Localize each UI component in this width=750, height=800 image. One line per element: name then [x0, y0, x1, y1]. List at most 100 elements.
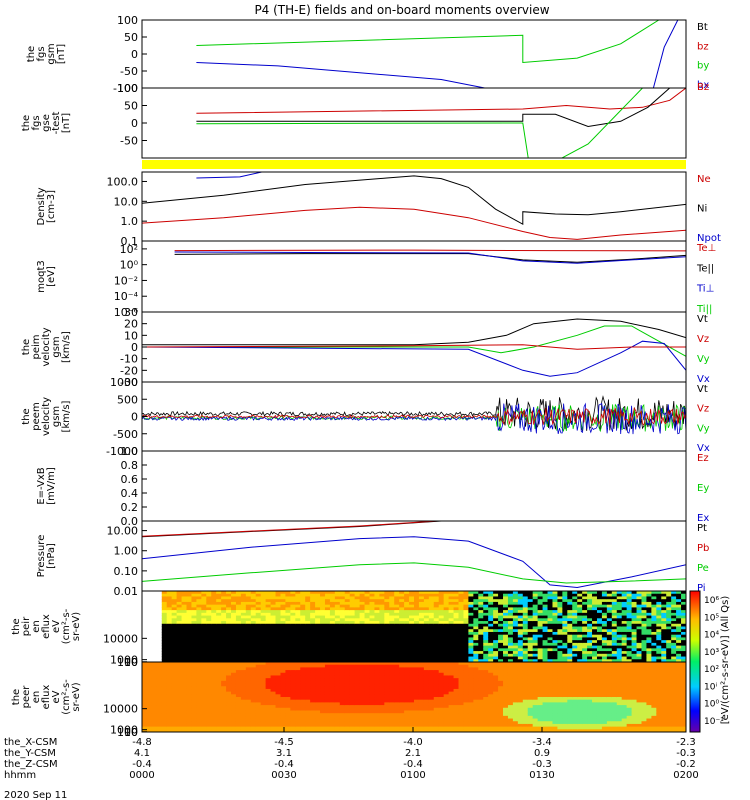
- y-axis-label: moqt3 [eV]: [36, 260, 57, 293]
- spectrogram-cell: [428, 601, 435, 606]
- spectrogram-cell: [404, 615, 410, 619]
- y-tick-label: -1000: [106, 445, 138, 458]
- spectrogram-cell: [206, 691, 212, 695]
- spectrogram-cell: [488, 670, 494, 674]
- spectrogram-cell: [404, 604, 410, 608]
- spectrogram-cell: [166, 626, 173, 630]
- spectrogram-cell: [409, 612, 415, 617]
- spectrogram-cell: [493, 640, 499, 644]
- spectrogram-cell: [423, 670, 430, 674]
- y-tick-label: 0.10: [114, 565, 139, 578]
- spectrogram-cell: [300, 637, 306, 641]
- spectrogram-cell: [468, 683, 474, 687]
- spectrogram-cell: [512, 618, 519, 622]
- spectrogram-cell: [592, 642, 598, 647]
- spectrogram-cell: [315, 680, 321, 685]
- spectrogram-cell: [369, 593, 375, 597]
- series-line-blue: [142, 536, 686, 589]
- spectrogram-cell: [379, 686, 385, 690]
- spectrogram-cell: [656, 640, 662, 644]
- spectrogram-cell: [488, 697, 494, 701]
- spectrogram-cell: [339, 593, 346, 597]
- spectrogram-cell: [527, 604, 534, 608]
- spectrogram-cell: [676, 645, 682, 649]
- spectrogram-cell: [374, 718, 380, 722]
- spectrogram-cell: [146, 656, 153, 660]
- spectrogram-cell: [409, 702, 415, 706]
- spectrogram-cell: [389, 653, 395, 658]
- spectrogram-cell: [344, 599, 351, 603]
- spectrogram-cell: [458, 710, 464, 714]
- spectrogram-cell: [463, 634, 469, 638]
- spectrogram-cell: [235, 672, 242, 676]
- spectrogram-cell: [339, 672, 346, 676]
- spectrogram-cell: [676, 621, 682, 625]
- spectrogram-cell: [349, 726, 356, 730]
- spectrogram-cell: [374, 640, 380, 644]
- spectrogram-cell: [359, 607, 366, 611]
- spectrogram-cell: [201, 599, 207, 603]
- spectrogram-cell: [389, 664, 395, 668]
- spectrogram-cell: [681, 659, 686, 662]
- spectrogram-cell: [468, 713, 474, 717]
- spectrogram-cell: [423, 710, 430, 714]
- spectrogram-cell: [339, 678, 346, 682]
- spectrogram-cell: [329, 688, 336, 693]
- spectrogram-cell: [443, 607, 450, 611]
- spectrogram-cell: [221, 610, 227, 614]
- spectrogram-cell: [503, 634, 509, 638]
- spectrogram-cell: [290, 686, 296, 690]
- spectrogram-cell: [280, 721, 286, 725]
- spectrogram-cell: [681, 615, 686, 619]
- spectrogram-cell: [428, 710, 435, 714]
- spectrogram-cell: [453, 648, 460, 652]
- spectrogram-cell: [646, 615, 652, 619]
- spectrogram-cell: [255, 656, 262, 660]
- spectrogram-cell: [389, 707, 395, 711]
- spectrogram-cell: [384, 596, 390, 600]
- spectrogram-cell: [616, 659, 623, 662]
- spectrogram-cell: [399, 642, 405, 647]
- spectrogram-cell: [507, 648, 514, 652]
- spectrogram-cell: [488, 710, 494, 714]
- spectrogram-cell: [409, 607, 415, 611]
- y-tick-label: -50: [120, 135, 138, 148]
- spectrogram-cell: [315, 664, 321, 668]
- spectrogram-cell: [364, 699, 370, 703]
- spectrogram-cell: [191, 599, 197, 603]
- spectrogram-cell: [433, 691, 440, 695]
- spectrogram-cell: [171, 702, 178, 706]
- spectrogram-cell: [171, 621, 178, 625]
- spectrogram-cell: [374, 675, 380, 679]
- spectrogram-cell: [329, 618, 336, 622]
- spectrogram-cell: [334, 596, 341, 600]
- spectrogram-cell: [438, 675, 445, 679]
- spectrogram-cell: [255, 699, 262, 703]
- spectrogram-cell: [478, 680, 484, 685]
- spectrogram-cell: [418, 651, 425, 655]
- spectrogram-cell: [478, 651, 484, 655]
- spectrogram-cell: [493, 656, 499, 660]
- spectrogram-cell: [448, 634, 455, 638]
- spectrogram-cell: [621, 631, 628, 636]
- spectrogram-cell: [255, 642, 262, 647]
- spectrogram-cell: [216, 688, 222, 693]
- spectrogram-cell: [582, 640, 588, 644]
- panel-frame: [141, 520, 687, 592]
- spectrogram-cell: [211, 697, 217, 701]
- spectrogram-cell: [473, 702, 479, 706]
- spectrogram-cell: [384, 621, 390, 625]
- spectrogram-cell: [483, 596, 489, 600]
- spectrogram-cell: [443, 726, 450, 730]
- spectrogram-cell: [557, 651, 563, 655]
- spectrogram-cell: [438, 723, 445, 728]
- spectrogram-cell: [399, 656, 405, 660]
- spectrogram-cell: [305, 653, 311, 658]
- spectrogram-cell: [587, 645, 593, 649]
- spectrogram-cell: [671, 612, 677, 617]
- spectrogram-cell: [250, 697, 257, 701]
- spectrogram-cell: [231, 637, 237, 641]
- spectrogram-cell: [423, 678, 430, 682]
- spectrogram-cell: [255, 648, 262, 652]
- spectrogram-cell: [300, 634, 306, 638]
